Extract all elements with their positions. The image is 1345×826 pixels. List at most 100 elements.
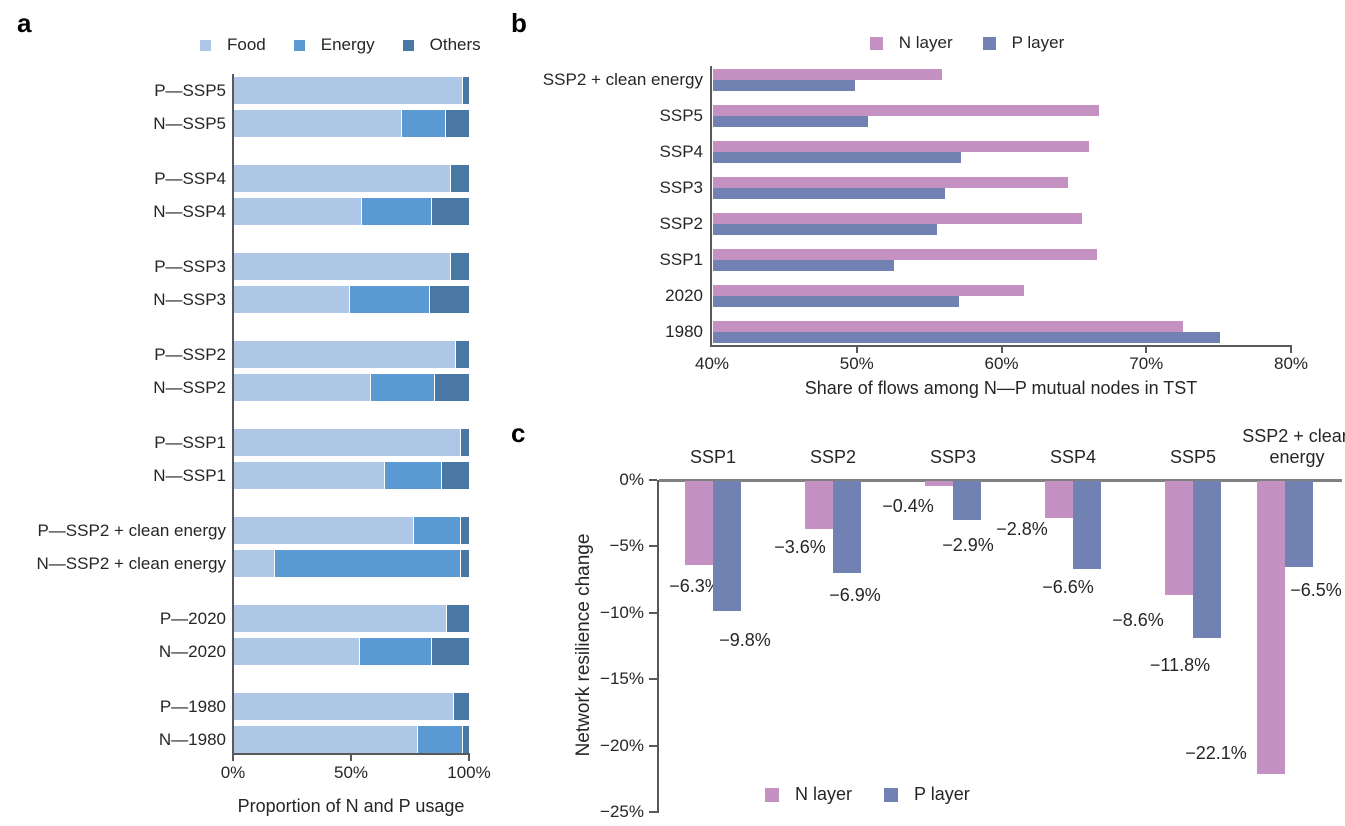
panel-b-x-axis-line [711,345,1292,347]
bar-segment-food [234,374,371,401]
panel-a-x-axis-title: Proportion of N and P usage [237,796,465,816]
panel-a-legend: Food Energy Others [200,35,481,55]
bar-row-label: N—SSP2 [153,378,226,397]
bar-p-layer [833,481,861,573]
stacked-bar-row [234,165,469,192]
bar-segment-energy [400,110,446,137]
category-label: SSP2 [809,447,857,467]
y-tick [649,811,657,813]
bar-segment-energy [417,726,462,753]
legend-swatch [200,39,211,51]
bar-n-layer [713,213,1083,224]
bar-row-label: P—SSP3 [154,257,226,276]
data-label: −2.8% [996,519,1048,539]
panel-c-legend: N layer P layer [765,784,970,805]
legend-label: P layer [1011,33,1065,52]
bar-n-layer [713,321,1184,332]
x-tick-label: 100% [447,763,491,782]
bar-segment-food [234,286,350,313]
y-tick [649,545,657,548]
panel-a-y-axis-line [232,74,234,755]
x-tick [855,347,858,353]
bar-p-layer [713,152,961,163]
category-label: SSP3 [659,178,703,197]
category-label: SSP1 [689,447,737,467]
y-tick-label: −10% [600,602,644,622]
stacked-bar-row [234,253,469,280]
bar-segment-others [450,253,469,280]
panel-a-x-axis-line [232,753,470,755]
bar-segment-energy [349,286,430,313]
bar-segment-others [440,462,469,489]
bar-p-layer [1285,481,1313,568]
bar-segment-food [234,341,455,368]
legend-item: N layer [869,33,953,53]
category-label: SSP4 [1049,447,1097,467]
legend-label: Food [227,35,266,54]
bar-n-layer [713,285,1025,296]
bar-n-layer [713,141,1090,152]
x-tick [1000,347,1003,353]
legend-swatch [869,36,883,50]
x-tick-label: 0% [220,763,246,782]
bar-n-layer [1257,481,1285,775]
bar-n-layer [713,105,1100,116]
bar-p-layer [713,481,741,612]
bar-row-label: P—SSP1 [154,433,226,452]
legend-item: Others [402,35,481,55]
data-label: −8.6% [1112,610,1164,630]
bar-p-layer [713,224,938,235]
data-label: −3.6% [774,537,826,557]
legend-item: Energy [293,35,375,55]
stacked-bar-row [234,429,469,456]
x-tick-label: 60% [984,354,1019,373]
legend-label: Others [429,35,481,54]
legend-swatch [402,39,414,51]
panel-b-letter: b [511,8,527,38]
bar-segment-food [234,77,462,104]
bar-segment-food [234,198,361,225]
bar-segment-others [431,638,469,665]
data-label: −6.3% [669,576,721,596]
y-tick-label: −20% [600,735,644,755]
bar-p-layer [713,332,1220,343]
bar-row-label: P—SSP2 [154,345,226,364]
x-tick-label: 80% [1273,354,1309,373]
y-tick-label: −5% [609,536,645,556]
bar-p-layer [1073,481,1101,569]
category-label: SSP4 [659,142,703,161]
bar-segment-others [429,286,469,313]
category-label: 2020 [665,286,703,305]
legend-label: P layer [914,784,970,804]
bar-row-label: N—SSP5 [153,114,226,133]
panel-c-letter: c [511,418,526,448]
panel-a-letter: a [17,8,32,38]
y-tick [649,744,657,747]
stacked-bar-row [234,462,469,489]
bar-p-layer [713,296,960,307]
bar-segment-others [461,726,469,753]
bar-n-layer [713,249,1097,260]
legend-item: P layer [982,33,1065,53]
stacked-bar-row [234,77,469,104]
data-label: −6.9% [829,585,881,605]
y-tick [649,611,657,614]
bar-segment-others [450,165,469,192]
bar-n-layer [1165,481,1193,596]
bar-segment-food [234,462,385,489]
bar-segment-food [234,693,453,720]
data-label: −2.9% [942,535,994,555]
legend-item: Food [200,35,266,55]
bar-row-label: N—1980 [158,730,226,749]
category-label: 1980 [665,322,703,341]
category-label: SSP5 [659,106,703,125]
bar-row-label: P—1980 [159,697,226,716]
x-tick-label: 70% [1129,354,1164,373]
bar-segment-food [234,110,401,137]
data-label: −0.4% [882,496,934,516]
bar-segment-others [431,198,469,225]
bar-segment-food [234,638,359,665]
bar-n-layer [805,481,833,529]
bar-segment-food [234,517,413,544]
